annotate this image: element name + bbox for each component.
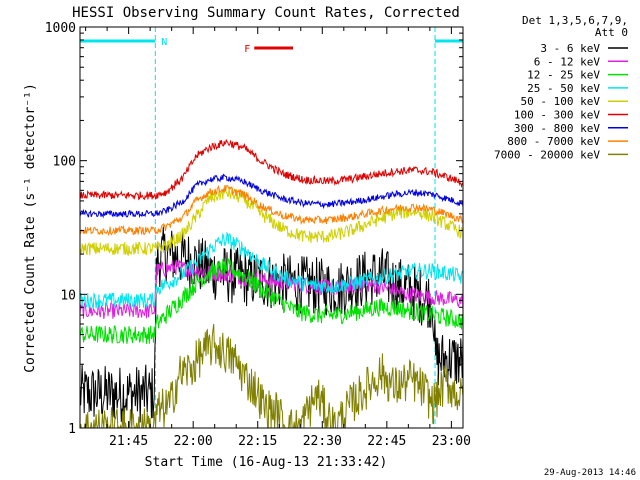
x-tick-label: 22:00 [174, 434, 213, 449]
x-tick-label: 22:45 [367, 434, 406, 449]
series-line-3 [80, 257, 463, 344]
legend-label-6: 100 - 300 keV [514, 109, 600, 122]
flag-label-n: N [161, 37, 167, 48]
chart-title: HESSI Observing Summary Count Rates, Cor… [72, 5, 460, 21]
series-line-7 [80, 173, 463, 219]
legend-label-1: 3 - 6 keV [540, 42, 600, 55]
legend-label-5: 50 - 100 keV [521, 95, 601, 108]
flag-label-f: F [244, 44, 250, 55]
series-line-9 [80, 323, 463, 428]
series-line-2 [80, 259, 463, 319]
x-tick-label: 22:30 [303, 434, 342, 449]
legend-label-4: 25 - 50 keV [527, 82, 600, 95]
x-tick-label: 21:45 [109, 434, 148, 449]
legend-label-3: 12 - 25 keV [527, 69, 600, 82]
y-tick-label: 10 [60, 288, 76, 303]
legend-label-9: 7000 - 20000 keV [494, 148, 600, 161]
plot-frame [79, 26, 464, 429]
legend-label-2: 6 - 12 keV [534, 55, 601, 68]
y-axis-label: Corrected Count Rate (s⁻¹ detector⁻¹) [23, 83, 38, 373]
timestamp: 29-Aug-2013 14:46 [544, 468, 636, 478]
y-tick-label: 1 [68, 422, 76, 437]
legend-label-7: 300 - 800 keV [514, 122, 600, 135]
legend-label-8: 800 - 7000 keV [507, 135, 600, 148]
series-line-5 [80, 186, 463, 257]
y-tick-label: 100 [53, 155, 76, 170]
plot-area: N F 1 10 100 1000 21:45 22:00 22:15 22:30 22:45 23:… [45, 21, 471, 449]
series-group [80, 139, 463, 428]
legend-title-line-1: Det 1,3,5,6,7,9, [522, 14, 628, 27]
legend-title-line-2: Att 0 [595, 26, 628, 39]
series-line-6 [80, 139, 463, 201]
series-line-8 [80, 184, 463, 237]
y-tick-label: 1000 [45, 21, 76, 36]
x-axis-label: Start Time (16-Aug-13 21:33:42) [145, 455, 388, 470]
x-tick-label: 23:00 [432, 434, 471, 449]
series-line-4 [80, 231, 463, 309]
x-tick-label: 22:15 [238, 434, 277, 449]
